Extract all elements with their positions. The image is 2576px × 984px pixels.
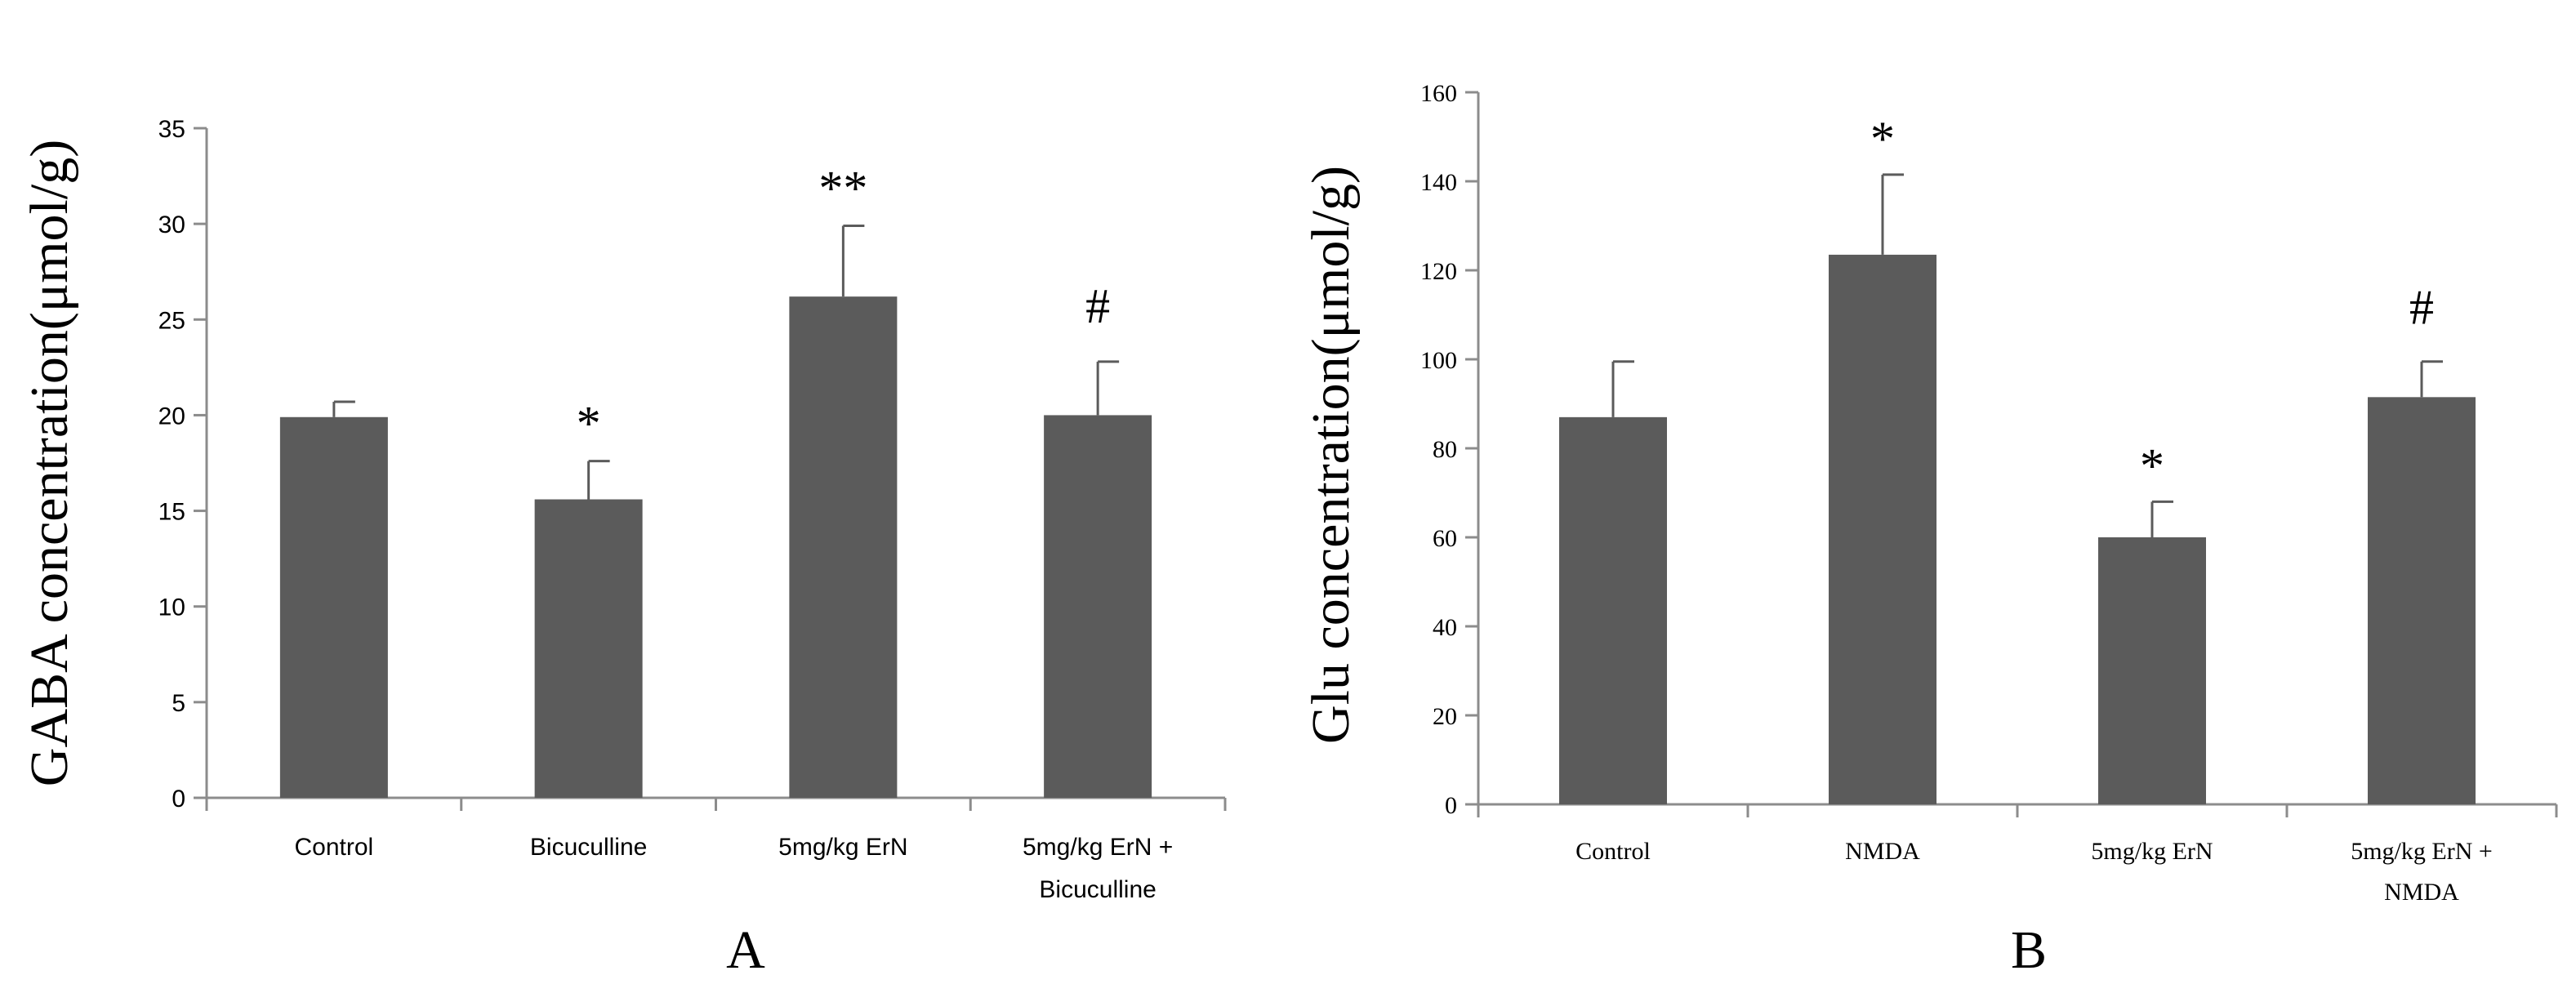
bar: [534, 499, 643, 798]
significance-mark: *: [2140, 439, 2164, 492]
category-label: NMDA: [2384, 879, 2459, 906]
category-label: 5mg/kg ErN +: [1023, 834, 1173, 861]
category-label: Control: [1575, 838, 1651, 865]
category-label: 5mg/kg ErN: [778, 834, 907, 861]
bar: [2098, 537, 2206, 804]
chart-a: 0 5 10 15 20 25 30 35 Control Bicuculline * 5mg/kg …: [20, 116, 1227, 980]
y-tick-label: 80: [1433, 436, 1457, 463]
category-label: Bicuculline: [1039, 876, 1156, 903]
y-tick-label: 25: [158, 307, 185, 334]
y-tick-label: 15: [158, 499, 185, 526]
category-label: Bicuculline: [530, 834, 647, 861]
y-tick-label: 20: [158, 403, 185, 430]
bar: [1559, 416, 1667, 804]
y-tick-label: 20: [1433, 703, 1457, 730]
significance-mark: #: [1085, 279, 1110, 333]
y-tick-label: 60: [1433, 525, 1457, 552]
category-label: Control: [295, 834, 374, 861]
bar: [1829, 254, 1936, 804]
category-label: 5mg/kg ErN: [2091, 838, 2213, 865]
significance-mark: *: [1870, 112, 1895, 166]
y-tick-label: 40: [1433, 614, 1457, 641]
y-axis-title: Glu concentration(μmol/g): [1301, 166, 1361, 744]
y-tick-label: 100: [1420, 347, 1457, 374]
bar: [2368, 397, 2476, 804]
y-tick-label: 120: [1420, 258, 1457, 285]
bar: [279, 416, 388, 798]
significance-mark: **: [818, 161, 867, 215]
bar: [1044, 415, 1152, 798]
y-tick-label: 30: [158, 211, 185, 238]
significance-mark: #: [2409, 281, 2434, 335]
y-axis-title: GABA concentration(μmol/g): [20, 140, 79, 786]
y-tick-label: 10: [158, 594, 185, 621]
bar: [789, 296, 898, 799]
y-tick-label: 35: [158, 116, 185, 143]
y-tick-label: 0: [172, 786, 185, 813]
y-tick-label: 5: [172, 690, 185, 717]
y-tick-label: 140: [1420, 169, 1457, 196]
chart-b: 0 20 40 60 80 100 120 140 160 Control NMDA * 5mg/kg …: [1301, 80, 2558, 980]
panel-label: B: [2011, 920, 2047, 980]
category-label: NMDA: [1845, 838, 1920, 865]
y-tick-label: 0: [1445, 792, 1457, 819]
category-label: 5mg/kg ErN +: [2351, 838, 2493, 865]
y-tick-label: 160: [1420, 80, 1457, 107]
panel-label: A: [726, 920, 765, 980]
significance-mark: *: [577, 397, 601, 451]
